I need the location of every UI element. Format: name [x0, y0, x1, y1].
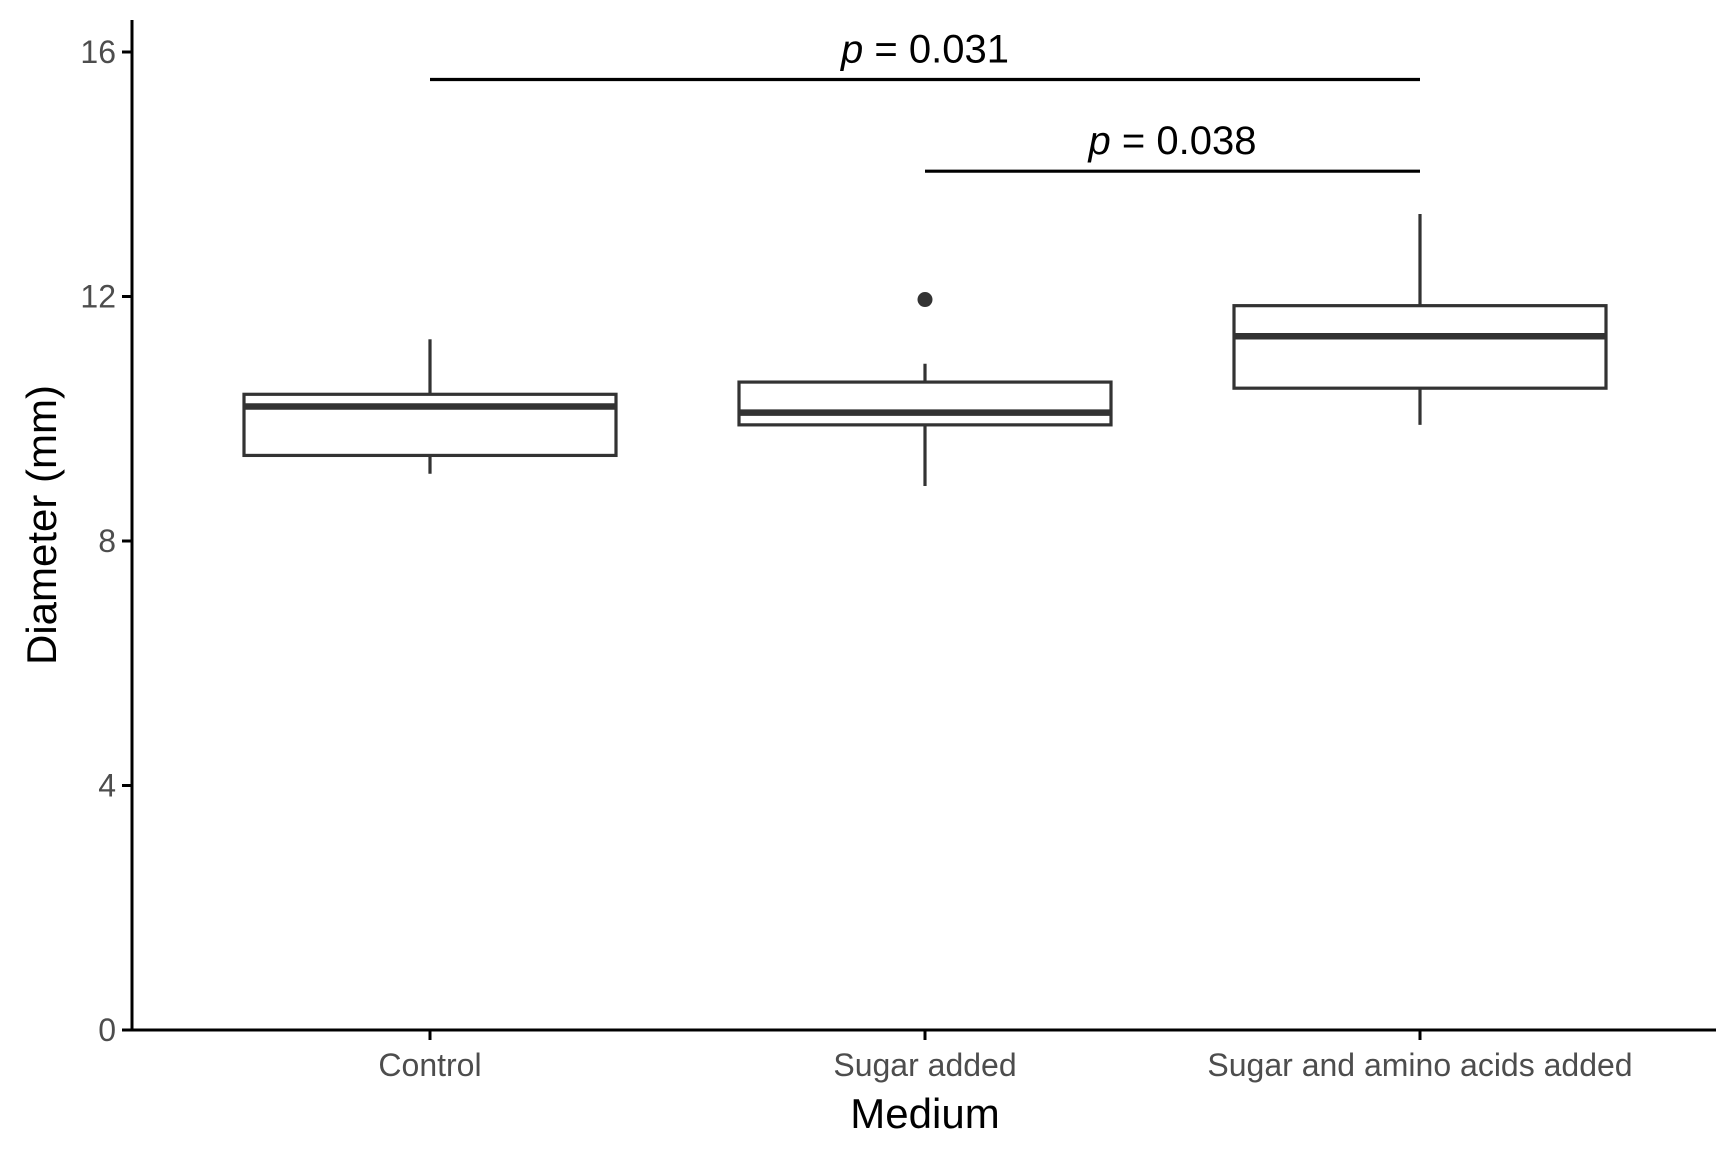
y-axis: 0 4 8 12 16: [80, 20, 134, 1048]
p-value-label: p = 0.038: [1088, 119, 1257, 163]
y-tick-label: 16: [80, 34, 116, 70]
y-axis-title: Diameter (mm): [18, 385, 65, 665]
y-tick-label: 8: [98, 523, 116, 559]
p-value-text: = 0.038: [1111, 119, 1257, 163]
outlier-point: [917, 292, 933, 308]
x-tick-label: Sugar added: [833, 1047, 1016, 1083]
box: [737, 380, 1113, 427]
x-tick-label: Control: [378, 1047, 481, 1083]
p-symbol: p: [1088, 119, 1111, 163]
y-tick-label: 4: [98, 768, 116, 804]
x-tick-label: Sugar and amino acids added: [1207, 1047, 1632, 1083]
y-tick-label: 0: [98, 1012, 116, 1048]
box-group: [242, 339, 618, 474]
box-group: [1232, 213, 1608, 425]
p-value-text: = 0.031: [863, 28, 1009, 72]
box: [1232, 304, 1608, 390]
y-tick-label: 12: [80, 279, 116, 315]
x-axis-title: Medium: [850, 1090, 999, 1137]
x-axis: Control Sugar added Sugar and amino acids …: [130, 1028, 1716, 1083]
p-value-label: p = 0.031: [840, 28, 1009, 72]
comparison-bracket: p = 0.031: [430, 28, 1420, 82]
box-group: [737, 292, 1113, 486]
comparison-bracket: p = 0.038: [925, 119, 1420, 173]
p-symbol: p: [840, 28, 863, 72]
